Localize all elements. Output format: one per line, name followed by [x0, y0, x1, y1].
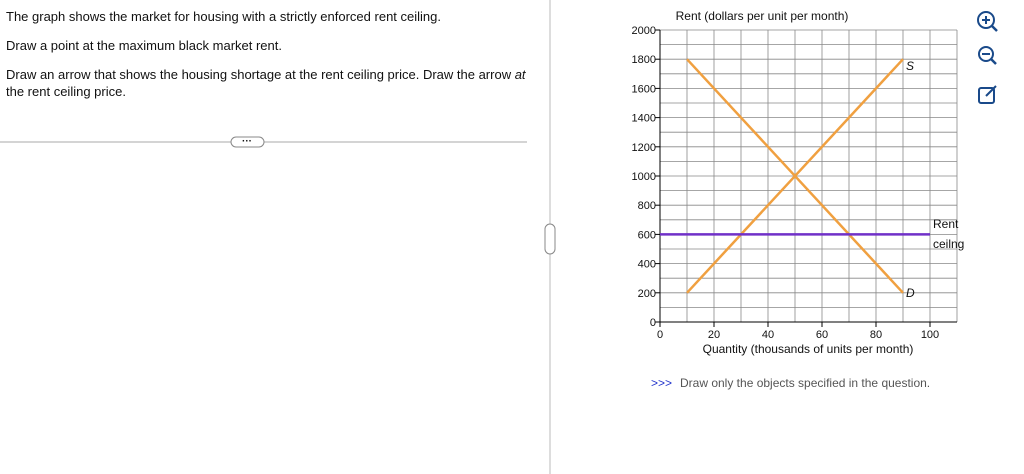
zoom-out[interactable] [978, 46, 997, 65]
y-tick-label: 0 [650, 317, 656, 329]
curve-label-text: Rent ceilng [933, 217, 965, 252]
pop-out[interactable] [978, 85, 997, 104]
y-tick-label: 1200 [632, 142, 656, 154]
ellipsis: ··· [242, 136, 252, 147]
y-tick-label: 600 [638, 229, 656, 241]
y-tick-label: 1000 [632, 171, 656, 183]
y-tick-label: 200 [638, 288, 656, 300]
note-marker: >>> [651, 376, 672, 390]
text: Draw an arrow that shows the housing sho… [6, 67, 515, 82]
y-tick-label: 1400 [632, 113, 656, 125]
question-text: Draw an arrow that shows the housing sho… [6, 66, 526, 100]
x-tick-label: 80 [870, 329, 882, 341]
y-tick-label: 1800 [632, 54, 656, 66]
x-tick-label: 60 [816, 329, 828, 341]
curve-label: S [906, 59, 915, 74]
x-axis-title: Quantity (thousands of units per month) [703, 342, 914, 356]
x-tick-label: 20 [708, 329, 720, 341]
y-tick-label: 800 [638, 200, 656, 212]
curve [686, 58, 904, 294]
y-axis-title: Rent (dollars per unit per month) [676, 9, 849, 23]
y-tick-label: 400 [638, 259, 656, 271]
text: at [514, 67, 526, 82]
curve-label-text: D [906, 285, 915, 300]
question-text: Draw a point at the maximum black market… [6, 38, 282, 53]
zoom-in[interactable] [977, 11, 998, 32]
curve-label: D [906, 285, 915, 300]
y-tick-label: 2000 [632, 25, 656, 37]
question-text: The graph shows the market for housing w… [6, 9, 441, 24]
y-tick-label: 1600 [632, 83, 656, 95]
x-tick-label: 0 [657, 329, 663, 341]
expand-button[interactable] [230, 136, 265, 148]
question: The graph shows the market for housing w… [6, 8, 526, 112]
note: Draw only the objects specified in the q… [680, 376, 930, 390]
curve-label-text: S [906, 59, 915, 74]
x-tick-label: 40 [762, 329, 774, 341]
text: the rent ceiling price. [6, 84, 126, 99]
curve-label: Rent ceilng [933, 217, 965, 252]
resize-handle[interactable] [544, 223, 556, 255]
x-tick-label: 100 [921, 329, 939, 341]
